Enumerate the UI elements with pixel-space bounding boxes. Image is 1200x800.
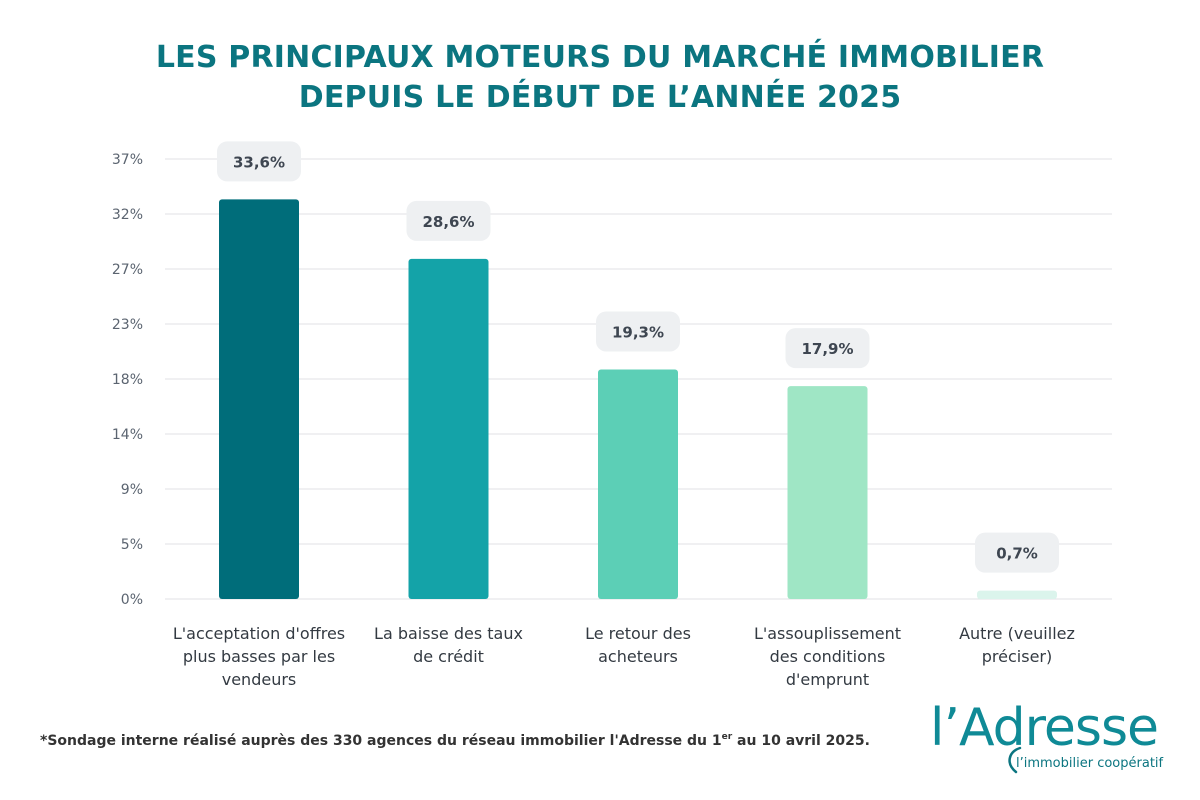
footnote-superscript: er	[721, 732, 733, 742]
value-label-bubble	[975, 532, 1059, 573]
x-tick-label: des conditions	[770, 647, 886, 666]
bar	[408, 258, 489, 599]
value-label: 33,6%	[233, 153, 285, 171]
footnote-text: *Sondage interne réalisé auprès des 330 …	[40, 733, 722, 749]
value-label-bubble	[596, 311, 680, 352]
x-tick-label: L'acceptation d'offres	[173, 624, 345, 643]
logo-tagline: l’immobilier coopératif	[1016, 756, 1164, 771]
value-label: 28,6%	[422, 213, 474, 231]
x-tick-label: acheteurs	[598, 647, 678, 666]
x-tick-label: L'assouplissement	[754, 624, 901, 643]
value-label: 0,7%	[996, 545, 1038, 563]
y-tick-label: 5%	[121, 537, 143, 553]
logo-wordmark: l’Adresse	[930, 698, 1159, 758]
value-label: 19,3%	[612, 323, 664, 341]
bar	[787, 386, 868, 599]
logo-swoosh-icon	[1008, 746, 1022, 774]
bar	[219, 199, 299, 599]
bar	[598, 369, 678, 599]
footnote-text-end: au 10 avril 2025.	[732, 733, 870, 749]
value-label: 17,9%	[801, 340, 853, 358]
x-tick-label: Autre (veuillez	[959, 624, 1075, 643]
x-axis-labels: L'acceptation d'offres plus basses par le…	[173, 624, 1075, 689]
value-labels: 33,6% 28,6% 19,3% 17,9% 0,7%	[217, 141, 1059, 573]
x-tick-label: La baisse des taux	[374, 624, 523, 643]
chart-title-line-2: DEPUIS LE DÉBUT DE L’ANNÉE 2025	[298, 80, 902, 115]
bars	[219, 199, 1057, 599]
y-tick-label: 14%	[112, 427, 143, 443]
value-label-bubble	[406, 200, 491, 241]
x-tick-label: vendeurs	[222, 670, 297, 689]
x-tick-label: plus basses par les	[183, 647, 335, 666]
bar	[977, 590, 1057, 599]
y-tick-label: 9%	[121, 482, 143, 498]
brand-logo: l’Adresse l’immobilier coopératif	[920, 700, 1170, 790]
y-tick-label: 23%	[112, 317, 143, 333]
y-tick-label: 0%	[121, 592, 143, 608]
value-label-bubble	[785, 328, 870, 369]
x-tick-label: préciser)	[982, 647, 1052, 666]
y-tick-label: 37%	[112, 152, 143, 168]
y-tick-label: 27%	[112, 262, 143, 278]
y-tick-label: 18%	[112, 372, 143, 388]
x-tick-label: Le retour des	[585, 624, 691, 643]
y-tick-label: 32%	[112, 207, 143, 223]
chart-title: LES PRINCIPAUX MOTEURS DU MARCHÉ IMMOBIL…	[0, 38, 1200, 118]
x-tick-label: d'emprunt	[786, 670, 869, 689]
y-axis-ticks: 0% 5% 9% 14% 18% 23% 27% 32% 37%	[112, 152, 143, 608]
chart-title-line-1: LES PRINCIPAUX MOTEURS DU MARCHÉ IMMOBIL…	[155, 40, 1045, 75]
x-tick-label: de crédit	[413, 647, 484, 666]
value-label-bubble	[217, 141, 301, 182]
footnote: *Sondage interne réalisé auprès des 330 …	[40, 732, 870, 749]
bar-chart: 0% 5% 9% 14% 18% 23% 27% 32% 37% 33,6% 28,6% 19,3%…	[112, 141, 1112, 689]
